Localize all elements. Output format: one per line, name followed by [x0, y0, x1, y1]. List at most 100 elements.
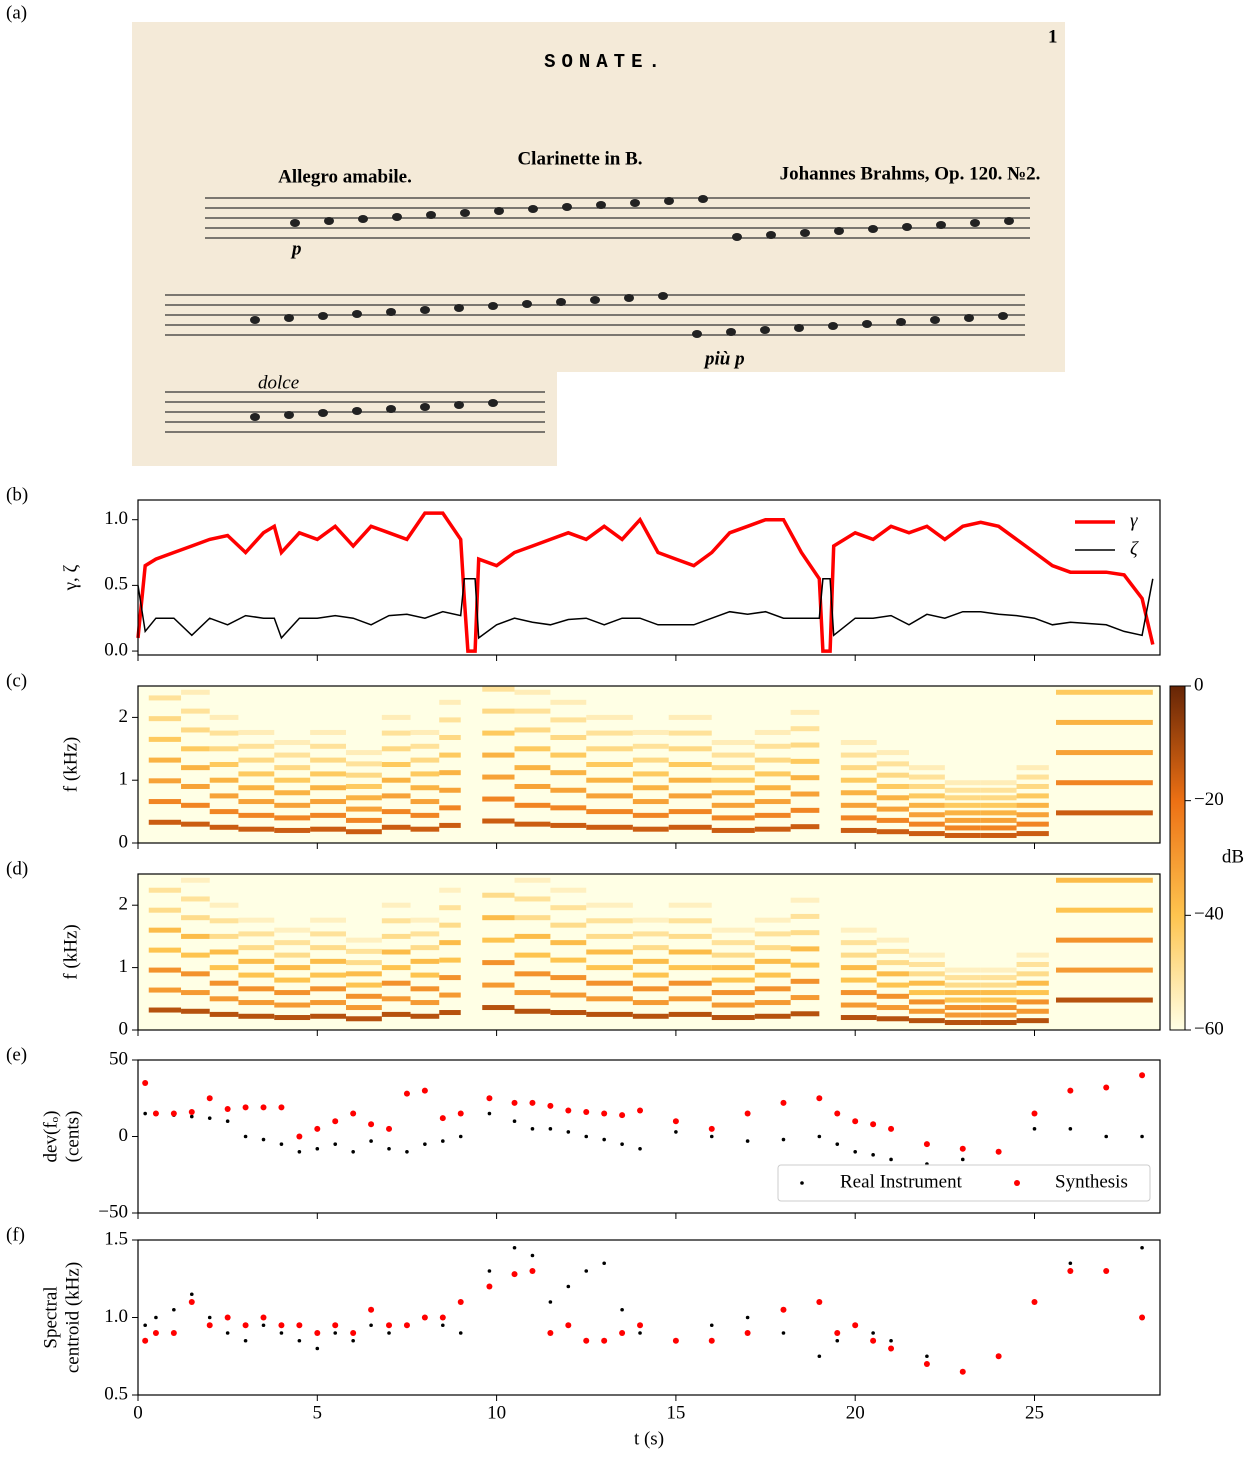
- harmonic: [345, 993, 382, 999]
- harmonic: [439, 787, 461, 793]
- harmonic: [876, 948, 909, 954]
- harmonic: [1016, 980, 1049, 986]
- harmonic: [632, 785, 669, 791]
- harmonic: [181, 990, 210, 996]
- point: [995, 1148, 1002, 1155]
- harmonic: [550, 1010, 587, 1016]
- harmonic: [908, 821, 945, 827]
- harmonic: [410, 826, 440, 832]
- note: [868, 225, 878, 233]
- harmonic: [410, 799, 440, 805]
- harmonic: [181, 896, 210, 902]
- harmonic: [908, 774, 945, 780]
- harmonic: [754, 826, 791, 832]
- point: [260, 1314, 267, 1321]
- point: [852, 1322, 859, 1329]
- harmonic: [876, 960, 909, 966]
- harmonic: [1016, 1008, 1049, 1014]
- harmonic: [840, 927, 877, 933]
- point: [674, 1130, 678, 1134]
- point: [512, 1119, 517, 1123]
- harmonic: [711, 777, 755, 783]
- harmonic: [668, 949, 712, 955]
- harmonic: [148, 757, 182, 763]
- harmonic: [482, 708, 515, 714]
- harmonic: [381, 902, 411, 908]
- harmonic: [181, 746, 210, 752]
- point: [1140, 1134, 1144, 1139]
- harmonic: [209, 746, 239, 752]
- harmonic: [381, 1011, 411, 1017]
- harmonic: [668, 824, 712, 830]
- harmonic: [668, 902, 712, 908]
- point: [638, 1331, 642, 1335]
- harmonic: [754, 785, 791, 791]
- colorbar-tick-label: 0: [1194, 674, 1204, 695]
- harmonic: [148, 887, 182, 893]
- point: [387, 1146, 391, 1151]
- harmonic: [345, 829, 382, 835]
- note: [726, 328, 736, 336]
- harmonic: [550, 940, 587, 946]
- point: [1067, 1087, 1074, 1094]
- harmonic: [586, 809, 633, 815]
- harmonic: [410, 785, 440, 791]
- harmonic: [550, 887, 587, 893]
- harmonic: [840, 815, 877, 821]
- note: [998, 312, 1008, 320]
- point: [152, 1330, 159, 1336]
- note: [426, 211, 436, 219]
- harmonic: [754, 931, 791, 937]
- harmonic: [711, 927, 755, 933]
- harmonic: [754, 958, 791, 964]
- harmonic: [238, 826, 275, 832]
- harmonic: [209, 824, 239, 830]
- colorbar-tick-label: −60: [1194, 1018, 1224, 1039]
- point: [486, 1283, 493, 1290]
- harmonic: [381, 980, 411, 986]
- harmonic: [550, 905, 587, 911]
- harmonic: [668, 933, 712, 939]
- point: [441, 1139, 445, 1143]
- harmonic: [310, 972, 346, 978]
- harmonic: [908, 980, 945, 986]
- harmonic: [711, 740, 755, 746]
- harmonic: [840, 977, 877, 983]
- x-tick-label: 20: [846, 1402, 865, 1423]
- harmonic: [632, 771, 669, 777]
- note: [324, 217, 334, 225]
- harmonic: [790, 1011, 820, 1017]
- harmonic: [310, 757, 346, 763]
- harmonic: [550, 957, 587, 963]
- point: [421, 1087, 428, 1094]
- harmonic: [876, 1005, 909, 1011]
- harmonic: [668, 762, 712, 767]
- y-tick-label: 0: [119, 1018, 129, 1039]
- harmonic: [381, 824, 411, 830]
- note: [630, 199, 640, 207]
- harmonic: [345, 960, 382, 966]
- harmonic: [980, 1005, 1017, 1011]
- harmonic: [345, 971, 382, 977]
- point: [672, 1118, 679, 1125]
- y-axis-label: dev(fₒ): [40, 1111, 61, 1163]
- harmonic: [181, 915, 210, 921]
- harmonic: [840, 827, 877, 833]
- point: [584, 1134, 589, 1139]
- harmonic: [482, 960, 515, 966]
- note: [488, 399, 498, 407]
- harmonic: [711, 765, 755, 771]
- harmonic: [238, 799, 275, 805]
- point: [457, 1299, 464, 1305]
- harmonic: [790, 791, 820, 797]
- harmonic: [238, 931, 275, 937]
- harmonic: [381, 933, 411, 939]
- harmonic: [181, 802, 210, 808]
- point: [708, 1337, 715, 1344]
- harmonic: [274, 952, 311, 958]
- harmonic: [209, 996, 239, 1002]
- harmonic: [1016, 999, 1049, 1005]
- point: [143, 1323, 147, 1328]
- panel-label: (e): [6, 1044, 27, 1065]
- harmonic: [711, 940, 755, 946]
